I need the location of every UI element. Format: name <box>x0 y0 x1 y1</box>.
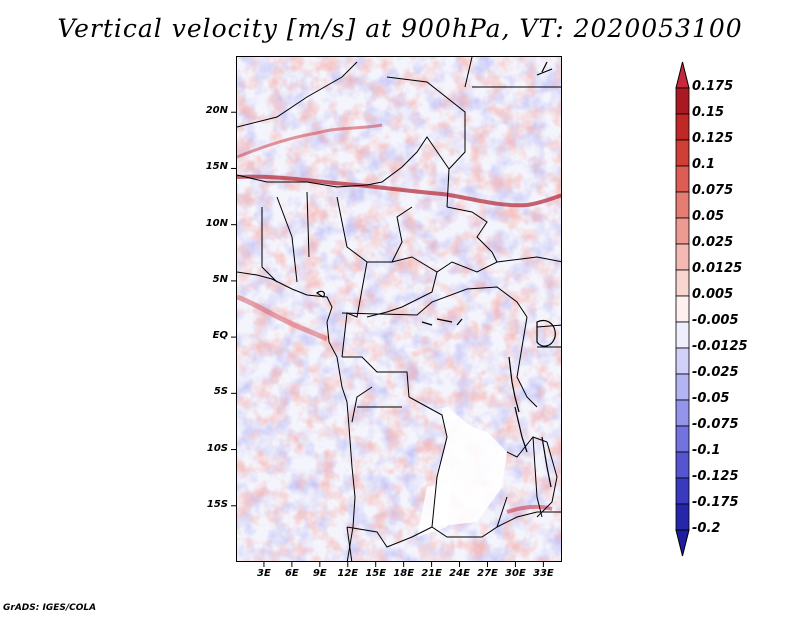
vertical-velocity-field <box>237 57 561 561</box>
convergence-band <box>237 174 561 208</box>
colorbar-segment <box>675 191 690 219</box>
coastal-band <box>237 294 329 342</box>
colorbar-segment <box>675 113 690 141</box>
colorbar-level-label: 0.005 <box>692 287 734 302</box>
colorbar-level-label: 0.075 <box>692 183 734 198</box>
map-plot-area <box>236 56 562 562</box>
colorbar-segment <box>675 425 690 453</box>
convergence-band-2 <box>237 123 383 159</box>
lat-tick-label: 10N <box>205 217 228 229</box>
colorbar-segment <box>675 139 690 167</box>
colorbar-level-label: -0.125 <box>692 469 739 484</box>
colorbar-level-label: -0.05 <box>692 391 730 406</box>
colorbar-level-label: 0.175 <box>692 79 734 94</box>
colorbar-segment <box>675 347 690 375</box>
colorbar-segment <box>675 503 690 531</box>
colorbar-level-label: 0.025 <box>692 235 734 250</box>
coastline <box>237 271 356 561</box>
lat-tick-label: 5S <box>213 386 228 398</box>
lat-tick-label: 10S <box>206 442 228 454</box>
lat-tick-label: 15N <box>205 161 228 173</box>
colorbar-segment <box>675 477 690 505</box>
colorbar-segment <box>675 243 690 271</box>
lon-tick-label: 33E <box>532 568 554 579</box>
lon-tick-label: 12E <box>337 568 359 579</box>
colorbar-segment <box>675 295 690 323</box>
grads-credit: GrADS: IGES/COLA <box>3 603 97 613</box>
colorbar-level-label: 0.125 <box>692 131 734 146</box>
colorbar-level-label: -0.1 <box>692 443 721 458</box>
colorbar-level-label: 0.0125 <box>692 261 743 276</box>
lon-tick-label: 21E <box>421 568 442 579</box>
lat-tick-label: 20N <box>205 105 228 117</box>
colorbar-segment <box>675 321 690 349</box>
lon-tick-label: 9E <box>312 568 327 579</box>
colorbar-segment <box>675 87 690 115</box>
colorbar-bottom-arrow <box>675 529 690 557</box>
neutral-region-2 <box>417 482 452 537</box>
neutral-region <box>407 407 507 527</box>
colorbar-segment <box>675 451 690 479</box>
lakes <box>315 61 556 488</box>
colorbar-segment <box>675 373 690 401</box>
colorbar-level-label: -0.2 <box>692 521 721 536</box>
colorbar-segment <box>675 269 690 297</box>
colorbar-level-label: -0.005 <box>692 313 739 328</box>
lat-tick-label: EQ <box>212 330 228 342</box>
lon-tick-label: 24E <box>449 568 470 579</box>
colorbar-level-label: -0.075 <box>692 417 739 432</box>
lon-tick-label: 3E <box>257 568 271 579</box>
colorbar-level-label: 0.1 <box>692 157 716 172</box>
chart-title: Vertical velocity [m/s] at 900hPa, VT: 2… <box>57 14 743 43</box>
colorbar-segment <box>675 165 690 193</box>
colorbar-level-label: -0.0125 <box>692 339 748 354</box>
positive-field <box>237 57 561 561</box>
colorbar-level-label: 0.05 <box>692 209 725 224</box>
lon-tick-label: 15E <box>365 568 387 579</box>
lon-tick-label: 27E <box>477 568 498 579</box>
colorbar-segment <box>675 399 690 427</box>
lon-tick-label: 6E <box>284 568 299 579</box>
lat-tick-label: 15S <box>206 498 228 510</box>
lat-tick-label: 5N <box>212 273 228 285</box>
colorbar-segment <box>675 217 690 245</box>
lon-tick-label: 30E <box>505 568 526 579</box>
colorbar-top-arrow <box>675 61 690 89</box>
southeast-band <box>506 504 553 514</box>
colorbar-level-label: -0.025 <box>692 365 739 380</box>
lon-tick-label: 18E <box>393 568 415 579</box>
colorbar-level-label: -0.175 <box>692 495 739 510</box>
colorbar-level-label: 0.15 <box>692 105 725 120</box>
